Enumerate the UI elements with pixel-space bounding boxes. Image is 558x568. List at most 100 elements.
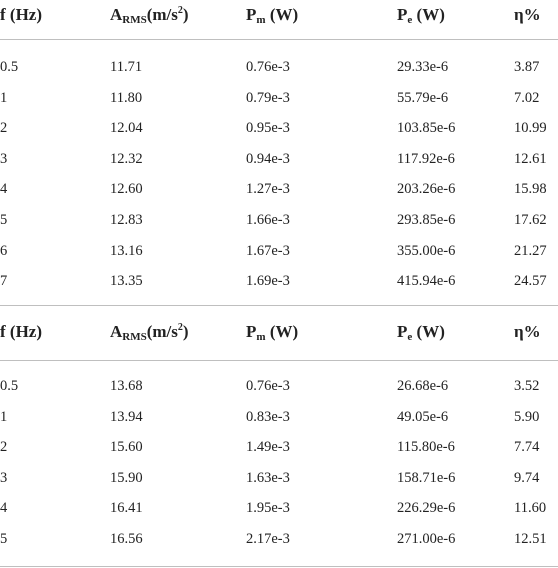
cell-frequency: 2 [0,439,8,456]
cell-pe: 355.00e-6 [397,242,456,259]
cell-arms: 13.94 [110,408,143,425]
header-pe: Pe (W) [397,5,445,26]
cell-efficiency: 21.27 [514,242,547,259]
cell-pm: 1.27e-3 [246,181,290,198]
cell-arms: 11.71 [110,59,143,75]
cell-frequency: 1 [0,89,8,106]
table-bottom-border [0,566,558,567]
cell-pm: 0.95e-3 [246,120,290,137]
cell-pm: 0.76e-3 [246,59,290,75]
cell-arms: 13.68 [110,378,143,394]
cell-efficiency: 12.61 [514,150,547,167]
cell-arms: 15.60 [110,439,143,456]
cell-pe: 55.79e-6 [397,89,449,106]
cell-efficiency: 7.02 [514,89,540,106]
cell-frequency: 4 [0,500,8,517]
table-row: 5 12.83 1.66e-3 293.85e-6 17.62 [0,212,558,236]
cell-efficiency: 9.74 [514,469,540,486]
cell-arms: 12.32 [110,150,143,167]
cell-pe: 158.71e-6 [397,469,456,486]
cell-efficiency: 3.87 [514,59,540,75]
cell-pm: 2.17e-3 [246,531,290,547]
cell-efficiency: 11.60 [514,500,547,517]
table-1-header-row: f (Hz) ARMS(m/s2) Pm (W) Pe (W) η% [0,5,558,35]
cell-efficiency: 12.51 [514,531,547,547]
cell-frequency: 3 [0,469,8,486]
cell-pe: 415.94e-6 [397,273,456,290]
cell-efficiency: 10.99 [514,120,547,137]
table-row: 2 12.04 0.95e-3 103.85e-6 10.99 [0,120,558,144]
cell-frequency: 4 [0,181,8,198]
cell-frequency: 0.5 [0,378,19,394]
header-arms: ARMS(m/s2) [110,322,189,343]
header-efficiency: η% [514,5,541,24]
cell-pe: 29.33e-6 [397,59,449,75]
cell-efficiency: 3.52 [514,378,540,394]
cell-pe: 203.26e-6 [397,181,456,198]
table-divider [0,305,558,306]
table-row: 4 12.60 1.27e-3 203.26e-6 15.98 [0,181,558,205]
cell-pm: 1.67e-3 [246,242,290,259]
cell-efficiency: 5.90 [514,408,540,425]
header-pe: Pe (W) [397,322,445,343]
cell-pm: 1.66e-3 [246,212,290,228]
cell-frequency: 2 [0,120,8,137]
cell-pe: 271.00e-6 [397,531,456,547]
cell-arms: 13.35 [110,273,143,290]
cell-frequency: 5 [0,531,8,547]
cell-pe: 226.29e-6 [397,500,456,517]
cell-pm: 1.63e-3 [246,469,290,486]
cell-efficiency: 7.74 [514,439,540,456]
header-frequency: f (Hz) [0,5,43,24]
cell-efficiency: 24.57 [514,273,547,290]
cell-frequency: 5 [0,212,8,228]
cell-pe: 26.68e-6 [397,378,449,394]
cell-frequency: 7 [0,273,8,290]
table-row: 3 12.32 0.94e-3 117.92e-6 12.61 [0,151,558,175]
cell-arms: 16.41 [110,500,143,517]
table-row: 5 16.56 2.17e-3 271.00e-6 12.51 [0,531,558,555]
table-row: 4 16.41 1.95e-3 226.29e-6 11.60 [0,500,558,524]
cell-pe: 49.05e-6 [397,408,449,425]
table-2-header-row: f (Hz) ARMS(m/s2) Pm (W) Pe (W) η% [0,322,558,352]
cell-pm: 1.95e-3 [246,500,290,517]
table-row: 0.5 13.68 0.76e-3 26.68e-6 3.52 [0,378,558,402]
table-row: 7 13.35 1.69e-3 415.94e-6 24.57 [0,273,558,297]
cell-pm: 0.79e-3 [246,89,290,106]
cell-pm: 0.83e-3 [246,408,290,425]
header-efficiency: η% [514,322,541,341]
cell-pe: 103.85e-6 [397,120,456,137]
cell-arms: 12.04 [110,120,143,137]
cell-pm: 0.94e-3 [246,150,290,167]
table-2-header-divider [0,360,558,361]
cell-arms: 12.83 [110,212,143,228]
table-row: 2 15.60 1.49e-3 115.80e-6 7.74 [0,439,558,463]
cell-efficiency: 15.98 [514,181,547,198]
table-row: 3 15.90 1.63e-3 158.71e-6 9.74 [0,470,558,494]
cell-efficiency: 17.62 [514,212,547,228]
header-frequency: f (Hz) [0,322,43,341]
table-1-header-divider [0,39,558,40]
table-row: 6 13.16 1.67e-3 355.00e-6 21.27 [0,243,558,267]
cell-pe: 117.92e-6 [397,150,455,167]
cell-pm: 1.69e-3 [246,273,290,290]
header-arms: ARMS(m/s2) [110,5,189,26]
cell-pm: 0.76e-3 [246,378,290,394]
header-pm: Pm (W) [246,322,299,343]
cell-arms: 11.80 [110,89,143,106]
cell-frequency: 1 [0,408,8,425]
cell-arms: 13.16 [110,242,143,259]
cell-arms: 15.90 [110,469,143,486]
cell-arms: 16.56 [110,531,143,547]
cell-pe: 293.85e-6 [397,212,456,228]
cell-frequency: 6 [0,242,8,259]
cell-arms: 12.60 [110,181,143,198]
cell-frequency: 0.5 [0,59,19,75]
table-row: 1 11.80 0.79e-3 55.79e-6 7.02 [0,90,558,114]
table-row: 1 13.94 0.83e-3 49.05e-6 5.90 [0,409,558,433]
header-pm: Pm (W) [246,5,299,26]
cell-frequency: 3 [0,150,8,167]
cell-pm: 1.49e-3 [246,439,290,456]
cell-pe: 115.80e-6 [397,439,455,456]
table-row: 0.5 11.71 0.76e-3 29.33e-6 3.87 [0,59,558,83]
